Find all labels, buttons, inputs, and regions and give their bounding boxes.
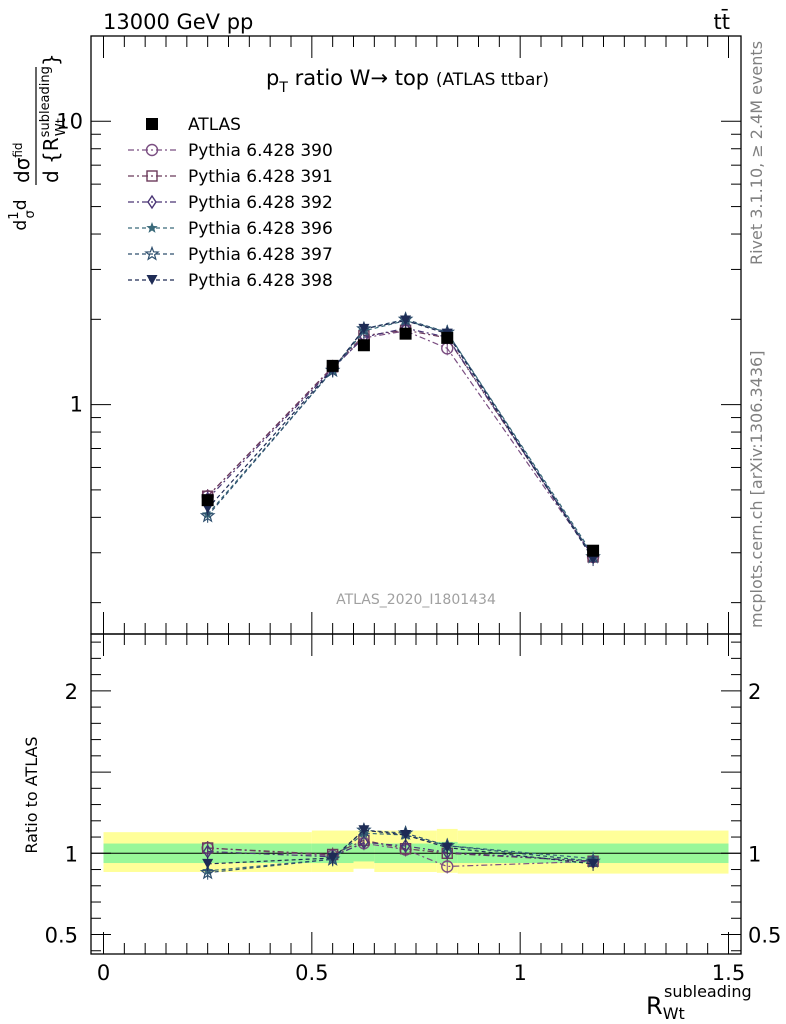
xtick-label: 0.5 [295, 961, 328, 985]
series-line-3 [207, 319, 594, 556]
ratio-y-label: Ratio to ATLAS [22, 736, 41, 853]
xtick-label: 1.5 [712, 961, 745, 985]
legend-marker-6 [146, 275, 158, 285]
main-ytick-label: 10 [56, 109, 83, 133]
process-label: tt̄ [714, 9, 730, 34]
x-label-sub: Wt [663, 1004, 685, 1023]
series-line-5 [207, 319, 594, 560]
series-line-4 [207, 318, 594, 558]
data-point [399, 327, 412, 340]
series-point-5 [358, 323, 370, 334]
ratio-plot-frame [90, 633, 742, 955]
main-ytick-label: 1 [70, 393, 83, 417]
legend-marker-1 [145, 143, 159, 157]
ratio-point-5 [358, 825, 370, 836]
xtick-label: 0 [97, 961, 110, 985]
title-small: (ATLAS ttbar) [436, 70, 549, 90]
svg-text:d1σd: d1σd [7, 199, 38, 230]
ratio-ytick-label-right: 1 [748, 842, 761, 866]
ratio-line-4 [207, 829, 594, 874]
legend-label-0: ATLAS [188, 115, 241, 135]
analysis-watermark: ATLAS_2020_I1801434 [336, 592, 496, 608]
legend-marker-5 [144, 245, 160, 261]
ratio-point-2 [359, 834, 369, 850]
data-point [201, 494, 214, 507]
ratio-line-1 [207, 839, 594, 862]
ratio-ytick-label-right: 2 [748, 680, 761, 704]
data-point [326, 359, 339, 372]
x-label-main: R [646, 992, 663, 1020]
svg-text:dσfid: dσfid [10, 142, 34, 183]
ratio-axis-ticks: 2 2 1 1 0.5 0.5 [45, 641, 781, 952]
ratio-ytick-label-left: 1 [65, 842, 78, 866]
svg-text:d {RsubleadingWt}: d {RsubleadingWt} [38, 53, 69, 183]
rivet-label: Rivet 3.1.10, ≥ 2.4M events [747, 41, 766, 265]
data-point [441, 331, 454, 344]
legend-marker-2 [146, 170, 158, 182]
main-axis-ticks: 10 1 [56, 35, 741, 604]
ratio-point-5 [202, 858, 214, 869]
ratio-point-5 [327, 853, 339, 864]
ratio-ytick-label-right: 0.5 [748, 924, 781, 948]
x-label-sup: subleading [664, 982, 752, 1001]
ratio-point-2 [400, 838, 411, 854]
title-p: p [266, 66, 279, 90]
data-point [587, 544, 600, 557]
ratio-line-3 [207, 832, 594, 872]
legend-label-5: Pythia 6.428 397 [188, 245, 333, 265]
main-series-group [199, 311, 601, 567]
legend-label-2: Pythia 6.428 391 [188, 167, 333, 187]
title-rest: ratio W→ top [288, 66, 429, 90]
legend-marker-0 [146, 118, 158, 130]
legend-marker-3 [147, 194, 157, 210]
ratio-point-5 [441, 842, 453, 853]
series-point-4 [199, 507, 216, 523]
ratio-ytick-label-left: 0.5 [45, 924, 78, 948]
ratio-point-4 [199, 864, 216, 880]
mcplots-label: mcplots.cern.ch [arXiv:1306.3436] [747, 351, 766, 628]
legend-label-1: Pythia 6.428 390 [188, 141, 333, 161]
ratio-ytick-label-left: 2 [65, 680, 78, 704]
series-line-2 [207, 327, 594, 558]
xtick-label: 1 [513, 961, 526, 985]
legend: ATLAS Pythia 6.428 390 Pythia 6.428 391 Pyt… [128, 115, 333, 291]
energy-label: 13000 GeV pp [103, 10, 253, 34]
legend-label-6: Pythia 6.428 398 [188, 271, 333, 291]
ratio-line-0 [207, 842, 594, 868]
legend-label-4: Pythia 6.428 396 [188, 219, 333, 239]
ratio-uncertainty-bands [103, 828, 729, 874]
ratio-series-group [199, 822, 601, 880]
ratio-band-inner-2 [353, 843, 375, 862]
series-point-5 [400, 315, 412, 326]
ratio-line-2 [207, 841, 594, 862]
title-sub-t: T [278, 80, 288, 96]
x-axis-ticks: 0 0.5 1 1.5 [97, 36, 745, 985]
ratio-line-5 [207, 829, 594, 865]
legend-label-3: Pythia 6.428 392 [188, 193, 333, 213]
x-axis-label: RWt [646, 992, 685, 1023]
data-point [357, 339, 370, 352]
main-y-label: d1σd dσfid d {RsubleadingWt} [7, 53, 69, 230]
plot-title: pT ratio W→ top (ATLAS ttbar) [266, 66, 549, 96]
ratio-point-5 [587, 858, 599, 869]
ratio-point-0 [441, 860, 454, 873]
legend-marker-4 [146, 222, 158, 233]
ratio-point-5 [400, 830, 412, 841]
